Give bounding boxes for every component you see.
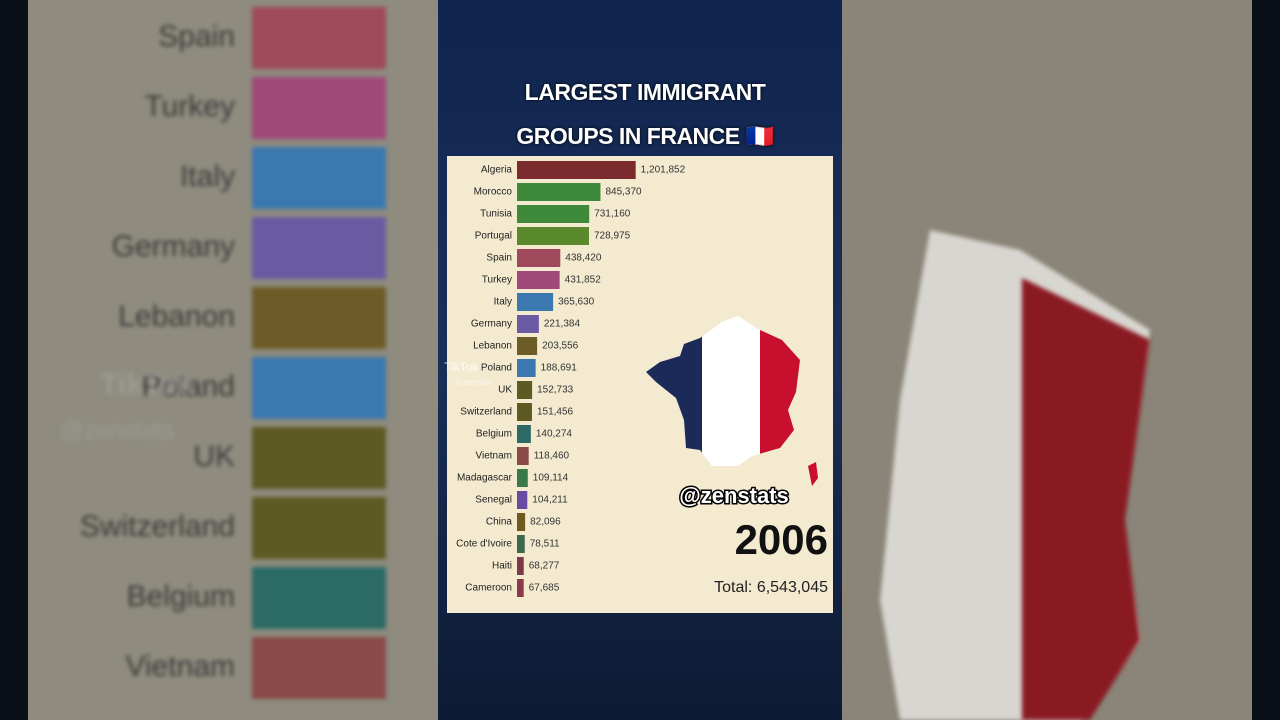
handle: @zenstats xyxy=(679,483,788,508)
category-label: Haiti xyxy=(492,561,512,572)
value-label: 151,456 xyxy=(537,407,574,418)
bar xyxy=(517,205,590,223)
blurred-block xyxy=(252,357,386,419)
blurred-category-label: UK xyxy=(193,440,235,473)
category-label: Portugal xyxy=(475,231,512,242)
category-label: Italy xyxy=(494,297,512,308)
value-label: 109,114 xyxy=(533,473,569,484)
value-label: 365,630 xyxy=(558,297,595,308)
year: 2006 xyxy=(735,516,828,563)
bar xyxy=(517,315,539,333)
value-label: 104,211 xyxy=(532,495,568,506)
blurred-map-red xyxy=(1022,278,1150,720)
blurred-category-label: Poland xyxy=(142,370,235,403)
value-label: 78,511 xyxy=(530,539,560,550)
blurred-chart: Spain Turkey Italy Germany Lebanon Poland UK Sw… xyxy=(80,7,386,699)
value-label: 1,201,852 xyxy=(641,165,686,176)
category-label: Germany xyxy=(471,319,512,330)
value-label: 152,733 xyxy=(537,385,574,396)
category-label: Spain xyxy=(486,253,512,264)
value-label: 203,556 xyxy=(542,341,579,352)
bar xyxy=(517,293,554,311)
value-label: 845,370 xyxy=(605,187,642,198)
bar xyxy=(517,579,524,597)
blurred-category-label: Spain xyxy=(158,20,235,53)
category-label: Algeria xyxy=(481,165,513,176)
bar xyxy=(517,447,529,465)
category-label: Poland xyxy=(481,363,512,374)
blurred-category-label: Switzerland xyxy=(80,510,235,543)
blurred-block xyxy=(252,77,386,139)
value-label: 118,460 xyxy=(534,451,570,462)
bar xyxy=(517,403,532,421)
watermark-brand-blurred: TikTok xyxy=(100,368,194,401)
blurred-block xyxy=(252,217,386,279)
bar xyxy=(517,227,589,245)
bar xyxy=(517,359,536,377)
value-label: 731,160 xyxy=(594,209,631,220)
value-label: 438,420 xyxy=(565,253,602,264)
value-label: 728,975 xyxy=(594,231,631,242)
corsica xyxy=(808,462,818,486)
category-label: Lebanon xyxy=(473,341,512,352)
value-label: 67,685 xyxy=(529,583,560,594)
blurred-category-label: Vietnam xyxy=(125,650,235,683)
watermark-user-blurred: @zenstats xyxy=(60,417,174,444)
chart-title: LARGEST IMMIGRANT GROUPS IN FRANCE 🇫🇷 xyxy=(516,79,774,149)
value-label: 221,384 xyxy=(544,319,581,330)
value-label: 140,274 xyxy=(536,429,573,440)
blurred-category-label: Lebanon xyxy=(118,300,235,333)
bar xyxy=(517,469,528,487)
blurred-category-label: Turkey xyxy=(144,90,235,123)
value-label: 82,096 xyxy=(530,517,561,528)
category-label: Turkey xyxy=(482,275,512,286)
bar xyxy=(517,381,533,399)
category-label: Tunisia xyxy=(480,209,512,220)
bar xyxy=(517,513,526,531)
bar xyxy=(517,491,528,509)
category-label: Vietnam xyxy=(475,451,512,462)
blurred-category-label: Germany xyxy=(112,230,235,263)
bar xyxy=(517,161,636,179)
category-label: UK xyxy=(498,385,512,396)
watermark-user: @zenstats xyxy=(454,378,492,387)
value-label: 188,691 xyxy=(541,363,578,374)
category-label: Cameroon xyxy=(465,583,512,594)
blurred-category-label: Belgium xyxy=(127,580,235,613)
bar xyxy=(517,535,525,553)
blurred-block xyxy=(252,497,386,559)
category-label: Cote d'Ivoire xyxy=(456,539,512,550)
category-label: Senegal xyxy=(475,495,512,506)
bar xyxy=(517,557,524,575)
total: Total: 6,543,045 xyxy=(714,579,828,596)
watermark-brand: TikTok xyxy=(444,360,479,374)
blurred-block xyxy=(252,637,386,699)
category-label: Madagascar xyxy=(457,473,513,484)
value-label: 431,852 xyxy=(565,275,602,286)
blurred-category-label: Italy xyxy=(180,160,235,193)
bar xyxy=(517,425,531,443)
blurred-block xyxy=(252,147,386,209)
category-label: Morocco xyxy=(474,187,513,198)
category-label: Switzerland xyxy=(460,407,512,418)
bar xyxy=(517,271,560,289)
value-label: 68,277 xyxy=(529,561,560,572)
blurred-block xyxy=(252,567,386,629)
category-label: Belgium xyxy=(476,429,512,440)
blurred-block xyxy=(252,7,386,69)
bar xyxy=(517,249,561,267)
blurred-block xyxy=(252,287,386,349)
category-label: China xyxy=(486,517,513,528)
bar xyxy=(517,337,538,355)
bar xyxy=(517,183,601,201)
blurred-block xyxy=(252,427,386,489)
